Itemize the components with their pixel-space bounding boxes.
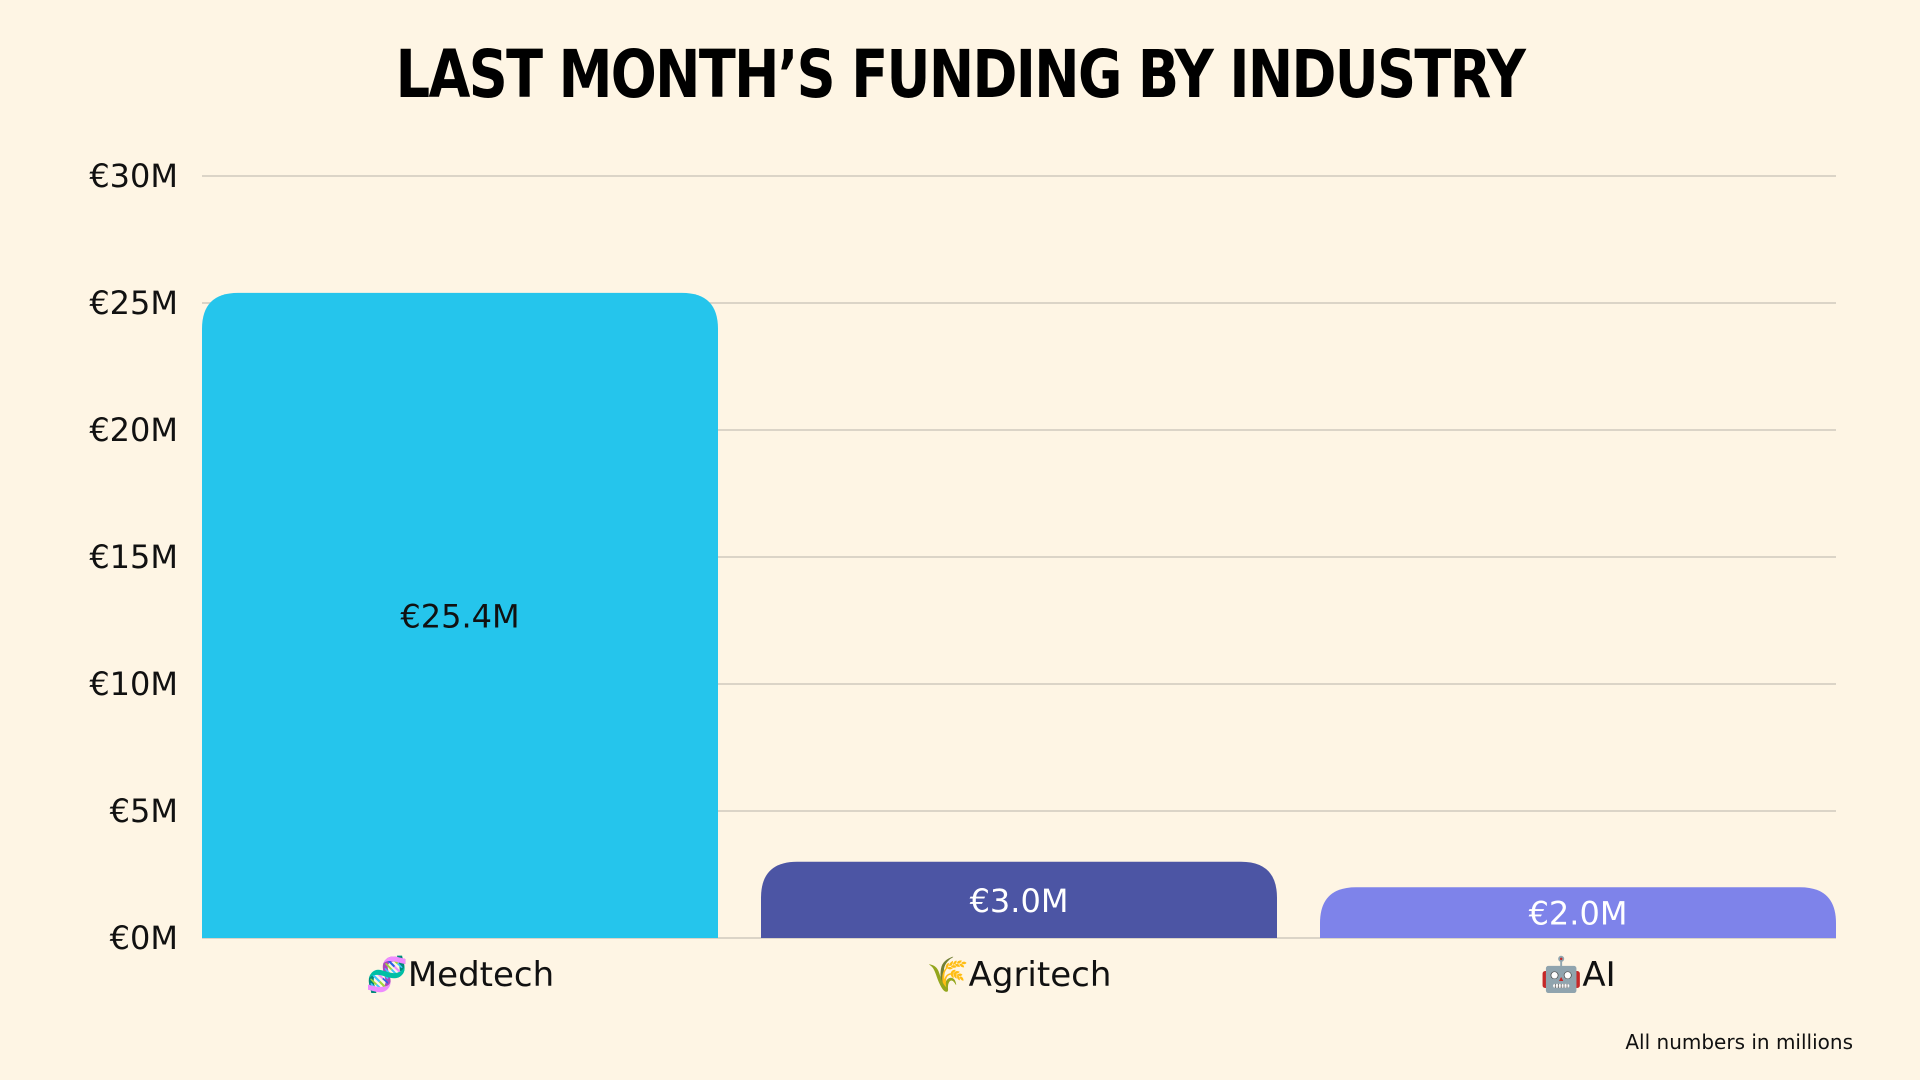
dna-icon: 🧬 [366, 954, 408, 995]
category-label-medtech: 🧬 Medtech [366, 954, 554, 995]
footnote: All numbers in millions [1625, 1030, 1853, 1054]
category-labels: 🧬 Medtech 🌾 Agritech 🤖 AI [366, 954, 1616, 995]
y-tick-label: €15M [89, 538, 178, 576]
bar-value-label: €25.4M [400, 597, 519, 635]
category-name: Medtech [408, 955, 554, 995]
y-tick-label: €10M [89, 665, 178, 703]
ear-of-rice-icon: 🌾 [927, 955, 969, 995]
bar-medtech [202, 292, 718, 939]
bar-value-label: €3.0M [970, 882, 1069, 920]
category-name: Agritech [969, 955, 1112, 995]
category-name: AI [1582, 955, 1615, 995]
robot-icon: 🤖 [1540, 955, 1582, 995]
y-tick-label: €0M [110, 919, 178, 957]
bars [202, 292, 1836, 939]
category-label-agritech: 🌾 Agritech [927, 955, 1112, 995]
y-axis-tick-labels: €0M €5M €10M €15M €20M €25M €30M [89, 157, 178, 957]
y-tick-label: €20M [89, 411, 178, 449]
y-tick-label: €5M [110, 792, 178, 830]
bar-ai [1320, 887, 1836, 938]
bar-agritech [761, 861, 1277, 938]
category-label-ai: 🤖 AI [1540, 955, 1615, 995]
chart-title: Last Month’s Funding by Industry [395, 36, 1526, 113]
y-tick-label: €25M [89, 284, 178, 322]
bar-value-labels: €25.4M €3.0M €2.0M [400, 597, 1627, 932]
bar-value-label: €2.0M [1529, 895, 1628, 933]
y-tick-label: €30M [89, 157, 178, 195]
